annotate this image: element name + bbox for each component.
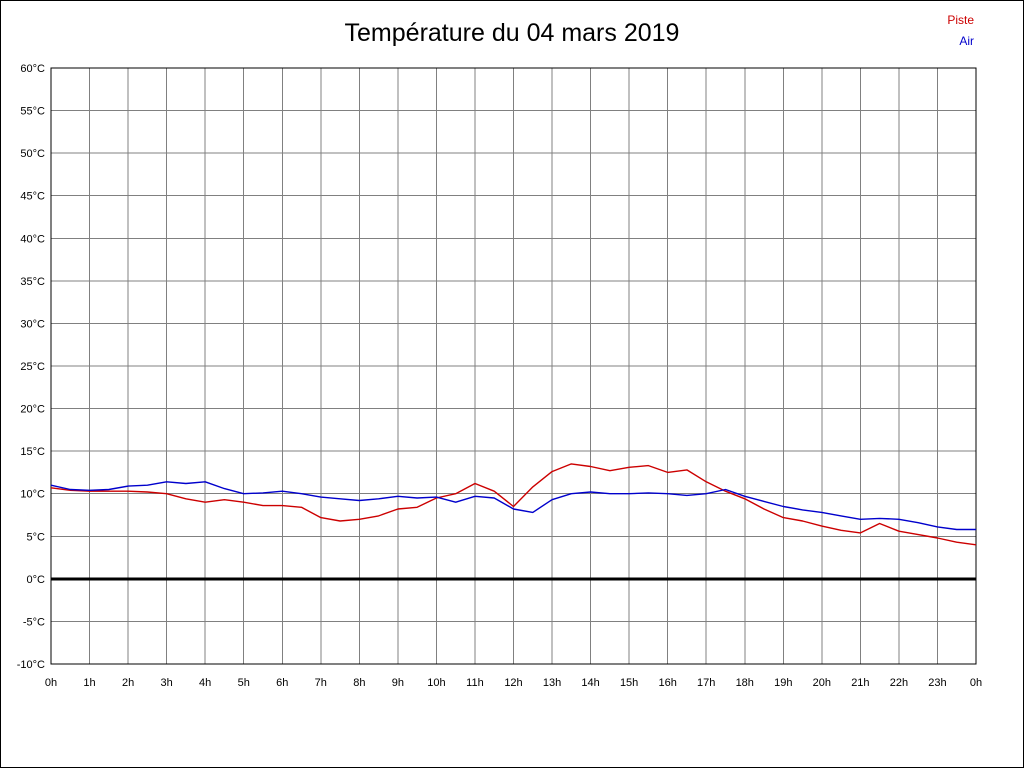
svg-text:21h: 21h <box>851 677 869 689</box>
svg-text:20°C: 20°C <box>20 404 45 416</box>
svg-text:19h: 19h <box>774 677 792 689</box>
svg-text:0h: 0h <box>970 677 982 689</box>
svg-text:10h: 10h <box>427 677 445 689</box>
svg-text:22h: 22h <box>890 677 908 689</box>
svg-text:16h: 16h <box>658 677 676 689</box>
svg-text:60°C: 60°C <box>20 63 45 75</box>
svg-text:23h: 23h <box>928 677 946 689</box>
svg-text:0h: 0h <box>45 677 57 689</box>
svg-text:7h: 7h <box>315 677 327 689</box>
svg-text:5h: 5h <box>238 677 250 689</box>
svg-text:-5°C: -5°C <box>23 616 45 628</box>
svg-text:-10°C: -10°C <box>17 659 45 671</box>
svg-text:6h: 6h <box>276 677 288 689</box>
svg-text:13h: 13h <box>543 677 561 689</box>
svg-text:40°C: 40°C <box>20 233 45 245</box>
legend-item-air: Air <box>959 34 974 48</box>
chart-title: Température du 04 mars 2019 <box>344 19 680 47</box>
svg-text:11h: 11h <box>466 677 484 689</box>
svg-text:15h: 15h <box>620 677 638 689</box>
svg-text:20h: 20h <box>813 677 831 689</box>
svg-text:3h: 3h <box>161 677 173 689</box>
svg-text:14h: 14h <box>581 677 599 689</box>
chart-legend: Piste Air <box>947 13 974 48</box>
svg-text:30°C: 30°C <box>20 318 45 330</box>
svg-text:4h: 4h <box>199 677 211 689</box>
svg-text:55°C: 55°C <box>20 106 45 118</box>
svg-text:25°C: 25°C <box>20 361 45 373</box>
svg-text:2h: 2h <box>122 677 134 689</box>
svg-text:1h: 1h <box>83 677 95 689</box>
svg-text:17h: 17h <box>697 677 715 689</box>
svg-text:50°C: 50°C <box>20 148 45 160</box>
svg-text:8h: 8h <box>353 677 365 689</box>
svg-text:0°C: 0°C <box>27 574 46 586</box>
svg-text:35°C: 35°C <box>20 276 45 288</box>
svg-text:9h: 9h <box>392 677 404 689</box>
svg-text:10°C: 10°C <box>20 489 45 501</box>
svg-text:15°C: 15°C <box>20 446 45 458</box>
svg-text:5°C: 5°C <box>27 531 46 543</box>
svg-text:18h: 18h <box>736 677 754 689</box>
legend-item-piste: Piste <box>947 13 974 27</box>
svg-text:45°C: 45°C <box>20 191 45 203</box>
svg-text:12h: 12h <box>504 677 522 689</box>
